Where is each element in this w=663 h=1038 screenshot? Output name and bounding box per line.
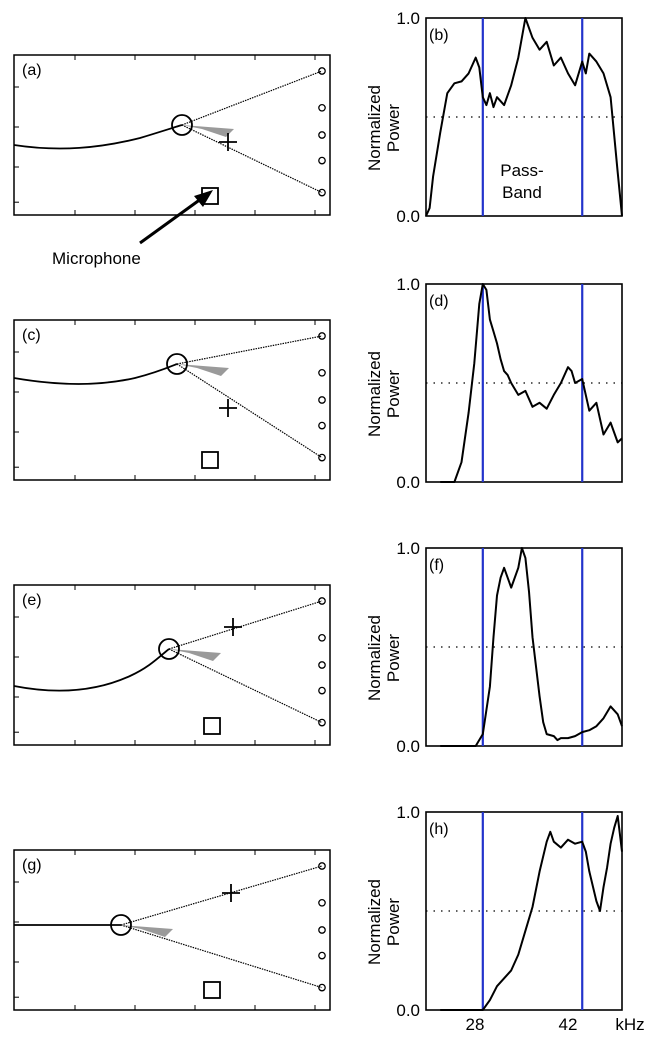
beam-cone — [182, 125, 234, 137]
passband-label: Pass- — [500, 161, 543, 180]
passband-label: Band — [502, 183, 542, 202]
y-tick-label: 1.0 — [396, 275, 420, 294]
y-axis-label-line: Power — [384, 634, 403, 683]
geometry-panel: (g) — [13, 849, 331, 1011]
geometry-panel: (e) — [13, 584, 331, 746]
microphone-label: Microphone — [52, 249, 141, 268]
geometry-panel: (c) — [13, 319, 331, 481]
receiver-icon — [318, 898, 326, 907]
series-line — [440, 547, 623, 747]
beam-ray-upper — [120, 865, 323, 926]
y-axis-label-line: Power — [384, 104, 403, 153]
y-tick-label: 1.0 — [396, 539, 420, 558]
receiver-icon — [318, 951, 326, 960]
receiver-icon — [318, 368, 326, 377]
beam-ray-lower — [120, 924, 323, 989]
spectrum-panels: 1.00.0NormalizedPower(b)Pass-Band1.00.0N… — [365, 9, 623, 1020]
panel-label: (d) — [429, 293, 449, 310]
x-unit-label: kHz — [615, 1015, 644, 1034]
panel-label: (b) — [429, 27, 449, 44]
y-axis-label: NormalizedPower — [365, 351, 403, 437]
microphone-icon — [203, 717, 221, 735]
y-tick-label: 1.0 — [396, 803, 420, 822]
receiver-icon — [318, 862, 326, 870]
series-line — [440, 815, 623, 1011]
receiver-icon — [318, 661, 326, 669]
bat-position-icon — [110, 914, 132, 936]
beam-ray-lower — [176, 363, 323, 459]
spectrum-chart: 1.0 0.0 NormalizedPower (b) Pass- Band — [365, 9, 623, 226]
microphone-arrowhead — [194, 190, 213, 207]
geometry-panel: (a) — [13, 54, 331, 216]
microphone-arrow — [139, 194, 206, 245]
receiver-icon — [318, 926, 326, 934]
panel-label: (g) — [22, 857, 42, 874]
beam-ray-upper — [168, 600, 323, 650]
y-tick-label: 0.0 — [396, 207, 420, 226]
annotations: Microphone 28 42 kHz — [52, 190, 645, 1034]
beam-cone — [169, 649, 221, 661]
y-axis-label-line: Power — [384, 370, 403, 419]
y-axis-label-line: Normalized — [365, 351, 384, 437]
y-tick-label: 0.0 — [396, 473, 420, 492]
beam-ray-lower — [181, 124, 323, 194]
flight-path — [13, 124, 183, 150]
bat-position-icon — [171, 114, 193, 136]
panel-label: (e) — [22, 592, 42, 609]
beam-cone — [121, 925, 173, 937]
geometry-panels: (a) (c) (e) (g) — [13, 54, 331, 1011]
flight-path — [13, 648, 170, 692]
bat-position-icon — [166, 353, 188, 375]
receiver-icon — [318, 131, 326, 139]
receiver-icon — [318, 396, 326, 404]
spectrum-chart: 1.0 0.0 NormalizedPower (h) — [365, 803, 623, 1020]
geometry-frame — [13, 849, 331, 1011]
spectrum-chart: 1.0 0.0 NormalizedPower (d) — [365, 275, 623, 492]
series-line — [425, 17, 623, 217]
bat-position-icon — [158, 638, 180, 660]
microphone-icon — [201, 451, 219, 469]
geometry-frame — [13, 319, 331, 481]
beam-ray-upper — [181, 70, 323, 126]
x-tick-28: 28 — [466, 1015, 485, 1034]
microphone-icon — [203, 981, 221, 999]
y-axis-label-line: Power — [384, 898, 403, 947]
panel-label: (f) — [429, 557, 444, 574]
receiver-icon — [318, 686, 326, 695]
beam-ray-lower — [168, 648, 323, 724]
geometry-frame — [13, 584, 331, 746]
receiver-icon — [318, 421, 326, 430]
y-tick-label: 1.0 — [396, 9, 420, 28]
panel-label: (a) — [22, 62, 42, 79]
y-tick-label: 0.0 — [396, 1001, 420, 1020]
y-axis-label: NormalizedPower — [365, 879, 403, 965]
x-tick-42: 42 — [559, 1015, 578, 1034]
y-axis-label-line: Normalized — [365, 85, 384, 171]
receiver-icon — [318, 633, 326, 642]
panel-label: (c) — [22, 327, 41, 344]
panel-label: (h) — [429, 821, 449, 838]
geometry-frame — [13, 54, 331, 216]
receiver-icon — [318, 156, 326, 165]
beam-cone — [177, 364, 229, 376]
y-axis-label: NormalizedPower — [365, 615, 403, 701]
receiver-icon — [318, 103, 326, 112]
series-line — [440, 283, 623, 483]
y-axis-label-line: Normalized — [365, 615, 384, 701]
y-tick-label: 0.0 — [396, 737, 420, 756]
beam-ray-upper — [176, 335, 323, 365]
receiver-icon — [318, 718, 326, 727]
flight-path — [13, 363, 178, 385]
y-axis-label: NormalizedPower — [365, 85, 403, 171]
y-axis-label-line: Normalized — [365, 879, 384, 965]
spectrum-chart: 1.0 0.0 NormalizedPower (f) — [365, 539, 623, 756]
